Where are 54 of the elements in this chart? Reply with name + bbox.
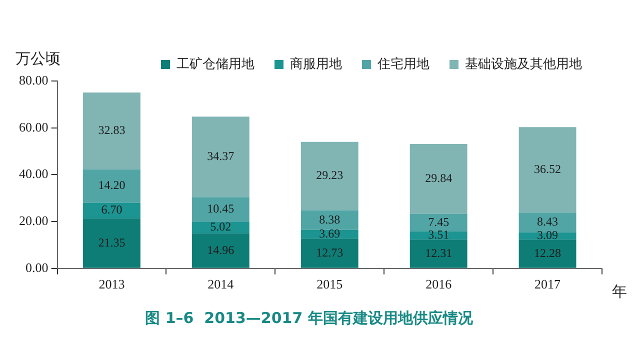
text: 图 1–6 2013—2017 年国有建设用地供应情况 xyxy=(145,308,474,327)
data-label: 6.70 xyxy=(101,202,122,217)
bar xyxy=(83,169,140,203)
x-axis-title: 年 xyxy=(612,283,627,300)
data-label: 12.28 xyxy=(534,246,562,260)
bar xyxy=(410,214,468,232)
data-label: 36.52 xyxy=(534,162,562,176)
bar xyxy=(410,240,468,268)
data-label: 8.38 xyxy=(319,212,340,226)
data-label: 10.45 xyxy=(207,202,234,216)
legend-label: 商服用地 xyxy=(290,56,342,72)
bar xyxy=(300,142,358,210)
data-label: 5.02 xyxy=(210,220,232,234)
bar xyxy=(518,240,576,268)
data-label: 12.31 xyxy=(425,246,452,260)
y-tick-label: 60.00 xyxy=(19,119,48,134)
data-label: 29.23 xyxy=(316,168,344,182)
data-label: 34.37 xyxy=(207,149,234,164)
bar xyxy=(410,144,468,214)
bar xyxy=(83,92,140,170)
x-tick-label: 2016 xyxy=(426,276,452,292)
y-tick-label: 40.00 xyxy=(19,166,48,182)
data-label: 3.69 xyxy=(319,226,340,240)
bar xyxy=(300,238,358,268)
data-label: 7.45 xyxy=(428,214,450,229)
y-tick-label: 20.00 xyxy=(19,212,48,228)
bar xyxy=(518,212,576,232)
legend-label: 住宅用地 xyxy=(376,56,430,72)
legend-label: 工矿仓储用地 xyxy=(176,56,254,72)
data-label: 29.84 xyxy=(425,171,452,186)
bar xyxy=(192,233,250,268)
y-tick-label: 80.00 xyxy=(19,72,48,88)
bar xyxy=(192,197,250,222)
data-label: 14.96 xyxy=(207,242,234,257)
legend-label: 基础设施及其他用地 xyxy=(465,56,582,72)
data-label: 3.09 xyxy=(537,228,558,242)
data-label: 21.35 xyxy=(98,235,126,250)
bar xyxy=(83,218,140,268)
bar xyxy=(192,116,250,198)
x-tick-label: 2014 xyxy=(208,276,234,292)
bar xyxy=(300,210,358,230)
bar xyxy=(192,222,250,234)
bar xyxy=(83,202,140,218)
data-label: 14.20 xyxy=(98,178,126,192)
bar xyxy=(518,127,576,213)
y-axis-title: 万公顷 xyxy=(15,50,60,68)
data-label: 32.83 xyxy=(98,123,126,138)
data-label: 12.73 xyxy=(316,245,344,260)
y-tick-label: 0.00 xyxy=(26,260,48,275)
x-tick-label: 2013 xyxy=(98,276,125,292)
x-tick-label: 2015 xyxy=(316,276,343,292)
data-label: 8.43 xyxy=(537,214,558,229)
data-label: 3.51 xyxy=(428,228,450,242)
x-tick-label: 2017 xyxy=(534,276,562,292)
